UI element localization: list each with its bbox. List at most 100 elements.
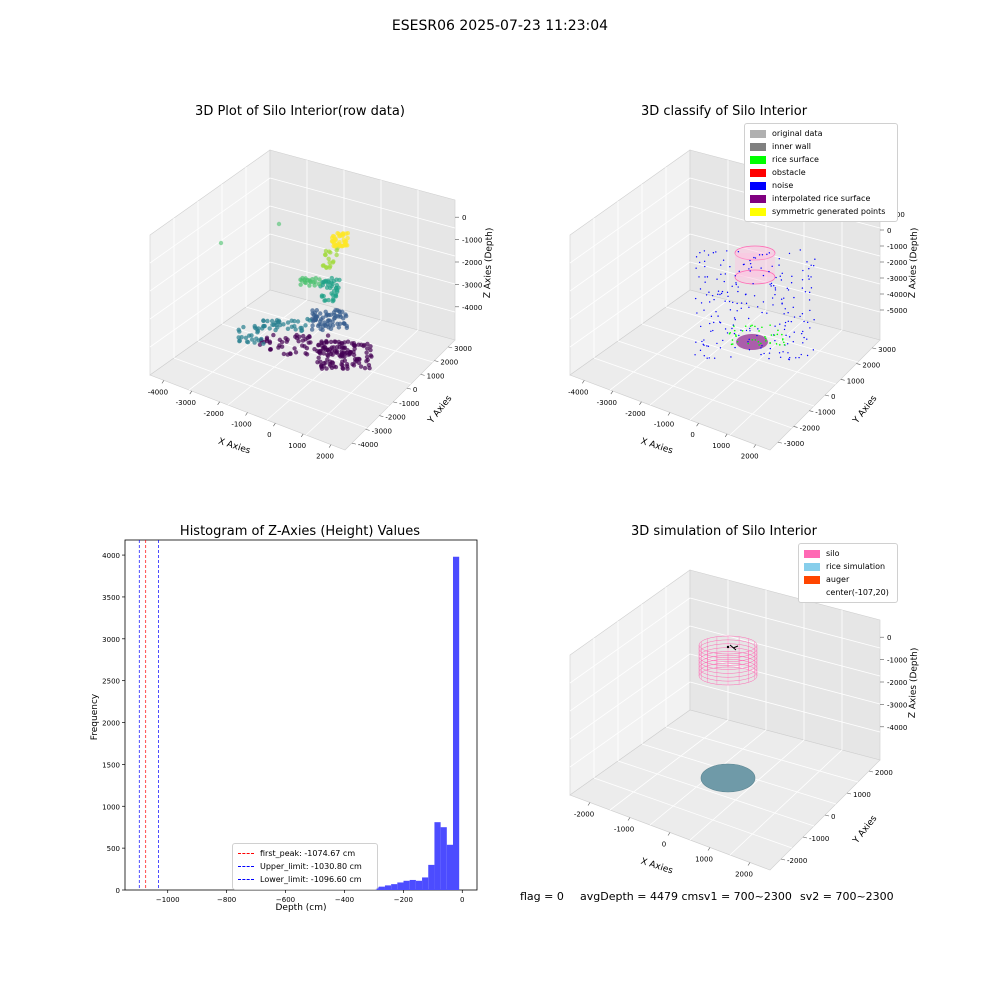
noise-point: [781, 272, 783, 275]
noise-point: [761, 345, 763, 347]
z-tick-label: -3000: [887, 275, 907, 283]
grid-line: [689, 319, 805, 421]
x-tick-label: −600: [276, 896, 295, 904]
z-tick-label: -4000: [887, 724, 907, 732]
data-point: [368, 353, 373, 358]
rice-surface-point: [729, 331, 732, 334]
noise-point: [774, 289, 777, 291]
data-point: [267, 326, 272, 331]
data-point: [239, 334, 244, 340]
noise-point: [771, 297, 774, 299]
noise-point: [786, 287, 788, 290]
noise-point: [756, 334, 758, 337]
x-tick-label: 2000: [735, 871, 753, 879]
rice-surface-point: [731, 343, 734, 345]
data-point: [341, 345, 347, 351]
rice-surface-point: [775, 343, 778, 345]
noise-point: [740, 329, 742, 332]
data-point: [318, 311, 323, 316]
noise-point: [772, 304, 774, 306]
legend-line: [238, 866, 254, 867]
rice-surface-point: [730, 343, 733, 346]
x-tick-label: -1000: [654, 421, 674, 429]
data-point: [364, 354, 370, 360]
grid-line: [609, 719, 729, 811]
legend-label: rice simulation: [826, 562, 886, 571]
data-point: [343, 231, 349, 236]
data-point: [256, 338, 261, 343]
data-point: [271, 332, 276, 338]
y-tick: [406, 387, 411, 390]
legend-entry: rice simulation: [804, 560, 892, 573]
pane-floor: [569, 289, 881, 451]
y-tick-label: 1000: [847, 377, 865, 385]
data-point: [331, 364, 337, 369]
data-point: [328, 339, 334, 345]
panel3-title: Histogram of Z-Axies (Height) Values: [179, 524, 421, 539]
legend-swatch: [804, 549, 820, 558]
data-point: [281, 322, 286, 327]
legend-entry: silo: [804, 547, 892, 560]
data-point: [237, 338, 242, 343]
legend-line: [238, 853, 254, 854]
hist-axes-frame: [124, 539, 478, 891]
data-point: [303, 351, 308, 356]
noise-point: [760, 353, 762, 356]
data-point: [314, 308, 320, 313]
noise-point: [778, 352, 781, 354]
noise-point: [719, 347, 722, 349]
x-tick: [300, 433, 304, 438]
center-marker: [726, 645, 730, 649]
y-tick-label: -2000: [800, 424, 820, 432]
data-point: [325, 352, 330, 358]
noise-point: [748, 268, 750, 270]
data-point: [336, 325, 342, 330]
grid-line: [149, 261, 271, 348]
data-point: [218, 240, 224, 246]
noise-point: [726, 332, 729, 334]
legend-label: first_peak: -1074.67 cm: [260, 849, 356, 858]
noise-point: [712, 252, 715, 254]
data-point: [261, 318, 266, 323]
grid-line: [569, 597, 691, 684]
rice-surface-point: [733, 325, 735, 327]
grid-line: [689, 205, 881, 257]
noise-point: [738, 270, 740, 273]
data-point: [307, 318, 312, 323]
noise-point: [694, 354, 696, 356]
panel2-legend: original data inner wall rice surface obsta…: [744, 123, 898, 222]
rice-surface-point: [741, 329, 744, 332]
grid-line: [729, 329, 843, 436]
x-tick: [582, 380, 585, 384]
noise-point: [800, 332, 803, 335]
rice-surface-point: [773, 334, 776, 336]
legend-label: interpolated rice surface: [772, 194, 871, 203]
y-tick-label: 2000: [875, 769, 893, 777]
panel4-legend: silo rice simulation auger center(-107,20): [798, 543, 898, 603]
data-point: [362, 365, 368, 371]
rice-surface-point: [735, 335, 737, 337]
data-point: [274, 318, 280, 323]
y-tick-label: -2000: [385, 414, 405, 422]
data-point: [356, 360, 362, 366]
y-tick-label: 3000: [102, 636, 120, 644]
grid-line: [149, 205, 271, 292]
x-tick: [328, 444, 332, 448]
noise-point: [695, 256, 698, 258]
data-point: [348, 349, 353, 355]
y-tick-label: 1000: [102, 803, 120, 811]
noise-point: [809, 327, 811, 329]
grid-line: [649, 309, 767, 406]
z-tick-label: -2000: [462, 259, 482, 267]
x-tick: [753, 444, 756, 448]
noise-point: [806, 354, 809, 357]
noise-point: [703, 260, 706, 263]
x-tick-label: -3000: [597, 399, 617, 407]
hist-bar: [446, 844, 453, 890]
noise-point: [703, 309, 705, 311]
grid-line: [689, 597, 881, 649]
grid-line: [269, 205, 456, 257]
data-point: [264, 335, 270, 341]
y-tick-label: 500: [107, 845, 120, 853]
noise-point: [715, 310, 717, 313]
